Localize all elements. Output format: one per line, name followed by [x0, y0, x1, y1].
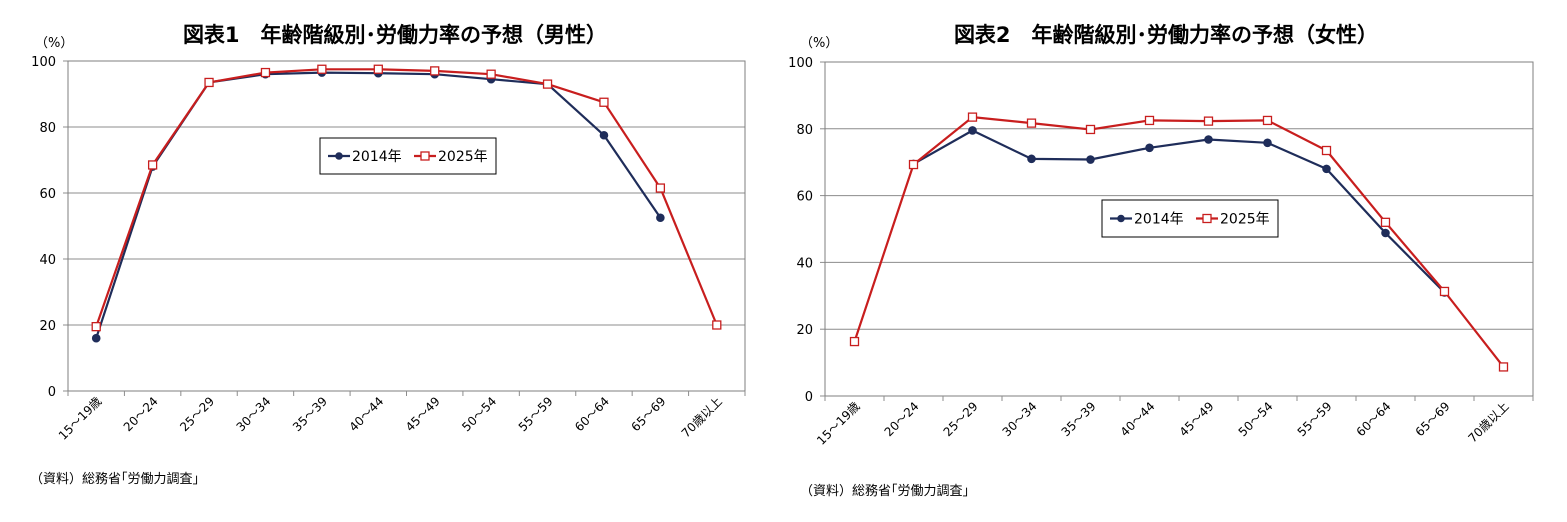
chart-2-xtick-label: 45～49	[1177, 399, 1217, 439]
chart-2-xtick-label: 65～69	[1413, 399, 1453, 439]
chart-2-y-unit: （%）	[800, 36, 838, 51]
chart-2-series-0-point	[1204, 135, 1213, 144]
chart-1-xtick-label: 50～54	[459, 394, 499, 434]
chart-1-xtick-label: 30～34	[234, 394, 274, 434]
chart-2-series-1-point	[1380, 217, 1391, 227]
chart-2-ytick-label: 0	[805, 390, 813, 405]
chart-2-series-1-line	[853, 116, 1505, 368]
chart-2-ytick-label: 20	[796, 323, 813, 338]
chart-1-xtick-label: 15～19歳	[56, 394, 104, 442]
chart-2-series-1-point	[1498, 362, 1509, 372]
chart-2-series-1-point	[1085, 124, 1096, 135]
chart-2-series-1-point	[908, 159, 919, 170]
chart-2-series-1-point	[1321, 145, 1332, 156]
chart-2-xtick-label: 15～19歳	[814, 399, 862, 447]
chart-2-series-1-point	[1144, 115, 1155, 126]
chart-2-xtick-label: 50～54	[1236, 399, 1276, 439]
chart-1-xtick-label: 65～69	[629, 394, 669, 434]
chart-1-series-1-point	[542, 79, 553, 89]
chart-1-ytick-label: 100	[31, 55, 56, 70]
chart-1-series-0-point	[656, 213, 665, 223]
chart-2-xtick-label: 55～59	[1295, 399, 1335, 439]
chart-1-xtick-label: 55～59	[516, 394, 556, 434]
chart-2-ytick-label: 80	[796, 123, 813, 138]
chart-1-legend-1-label: 2025年	[438, 149, 488, 165]
chart-1-ytick-label: 20	[39, 319, 56, 334]
chart-panel-2: 図表2 年齢階級別･労働力率の予想（女性） （%） 0 20 40 60 80 100 15～1…	[785, 0, 1567, 522]
chart-1-title: 図表1 年齢階級別･労働力率の予想（男性）	[183, 23, 607, 47]
chart-1-ytick-label: 60	[39, 187, 56, 202]
chart-1-series-1-line	[95, 68, 718, 327]
chart-2-ytick-label: 40	[796, 256, 813, 271]
chart-2-xtick-label: 35～39	[1059, 399, 1099, 439]
chart-2-legend-1-label: 2025年	[1220, 212, 1270, 228]
chart-1-xtick-label: 20～24	[121, 394, 161, 434]
chart-1-series-0-line	[95, 71, 662, 339]
chart-1-xtick-label: 60～64	[572, 394, 612, 434]
chart-1-ytick-label: 80	[39, 121, 56, 136]
chart-2-ytick-label: 100	[788, 56, 813, 71]
chart-2-xtick-label: 20～24	[882, 399, 922, 439]
chart-1-legend-1-swatch-marker	[420, 151, 430, 161]
chart-2-series-1-point	[1026, 118, 1037, 128]
chart-1-xtick-label: 35～39	[290, 394, 330, 434]
chart-1-xtick-label: 25～29	[177, 394, 217, 434]
chart-2-xtick-label: 40～44	[1118, 399, 1158, 439]
chart-1-series-1-point	[260, 67, 271, 78]
chart-1-series-1-point	[147, 160, 158, 170]
chart-1-series-1-point	[373, 64, 383, 74]
chart-2-legend-1-swatch-marker	[1202, 213, 1212, 224]
chart-1-ytick-label: 0	[48, 385, 56, 400]
chart-2-xtick-label: 70歳以上	[1465, 399, 1511, 445]
chart-2-source: （資料）総務省｢労働力調査｣	[800, 484, 969, 499]
chart-1-legend-0-swatch-marker	[335, 152, 343, 160]
chart-2-series-0-point	[1322, 164, 1331, 174]
chart-2-series-0-point	[1145, 143, 1154, 153]
chart-2-series-0-point	[1263, 138, 1272, 148]
chart-1-series-1-point	[486, 69, 496, 79]
chart-2-series-0-point	[1086, 155, 1095, 164]
chart-2-ytick-label: 60	[796, 190, 813, 205]
chart-2-legend-0-swatch-marker	[1117, 214, 1125, 223]
chart-1-series-1-point	[204, 77, 214, 88]
chart-1-legend-0-label: 2014年	[352, 149, 402, 165]
chart-1-series-1-point	[655, 183, 666, 193]
chart-2-series-1-point	[849, 336, 860, 347]
chart-1-series-0-point	[599, 130, 609, 140]
chart-2-series-0-line	[912, 129, 1446, 294]
chart-1-plot-area	[67, 60, 746, 392]
chart-1-series-1-point	[599, 97, 609, 107]
chart-1-ytick-label: 40	[39, 253, 56, 268]
chart-1-series-1-point	[430, 66, 440, 76]
chart-1-series-0-point	[91, 333, 101, 343]
chart-1-xtick-label: 45～49	[403, 394, 443, 434]
chart-2-series-1-point	[967, 112, 978, 122]
chart-2-series-1-point	[1203, 116, 1214, 126]
chart-2-series-1-point	[1439, 286, 1450, 297]
chart-1: 図表1 年齢階級別･労働力率の予想（男性） （%） 0 20 40 60 80 100 15～1…	[30, 23, 746, 487]
chart-1-xtick-label: 40～44	[346, 394, 386, 434]
chart-2-legend-0-label: 2014年	[1134, 212, 1184, 228]
chart-panel-1: 図表1 年齢階級別･労働力率の予想（男性） （%） 0 20 40 60 80 100 15～1…	[0, 0, 780, 522]
chart-2-series-1-point	[1262, 115, 1273, 126]
chart-1-series-1-point	[91, 321, 101, 332]
chart-1-series-1-point	[712, 320, 722, 330]
chart-2-xtick-label: 60～64	[1354, 399, 1394, 439]
chart-2-series-0-point	[1381, 228, 1390, 238]
chart-1-source: （資料）総務省｢労働力調査｣	[30, 472, 199, 487]
chart-2: 図表2 年齢階級別･労働力率の予想（女性） （%） 0 20 40 60 80 100 15～1…	[788, 23, 1534, 499]
chart-2-series-0-point	[1027, 154, 1036, 164]
chart-2-xtick-label: 25～29	[941, 399, 981, 439]
chart-2-title: 図表2 年齢階級別･労働力率の予想（女性）	[954, 23, 1378, 47]
chart-2-series-0-point	[968, 126, 977, 135]
chart-1-y-unit: （%）	[35, 36, 73, 51]
chart-2-xtick-label: 30～34	[1000, 399, 1040, 439]
chart-1-series-1-point	[317, 64, 327, 74]
chart-1-xtick-label: 70歳以上	[679, 394, 725, 440]
